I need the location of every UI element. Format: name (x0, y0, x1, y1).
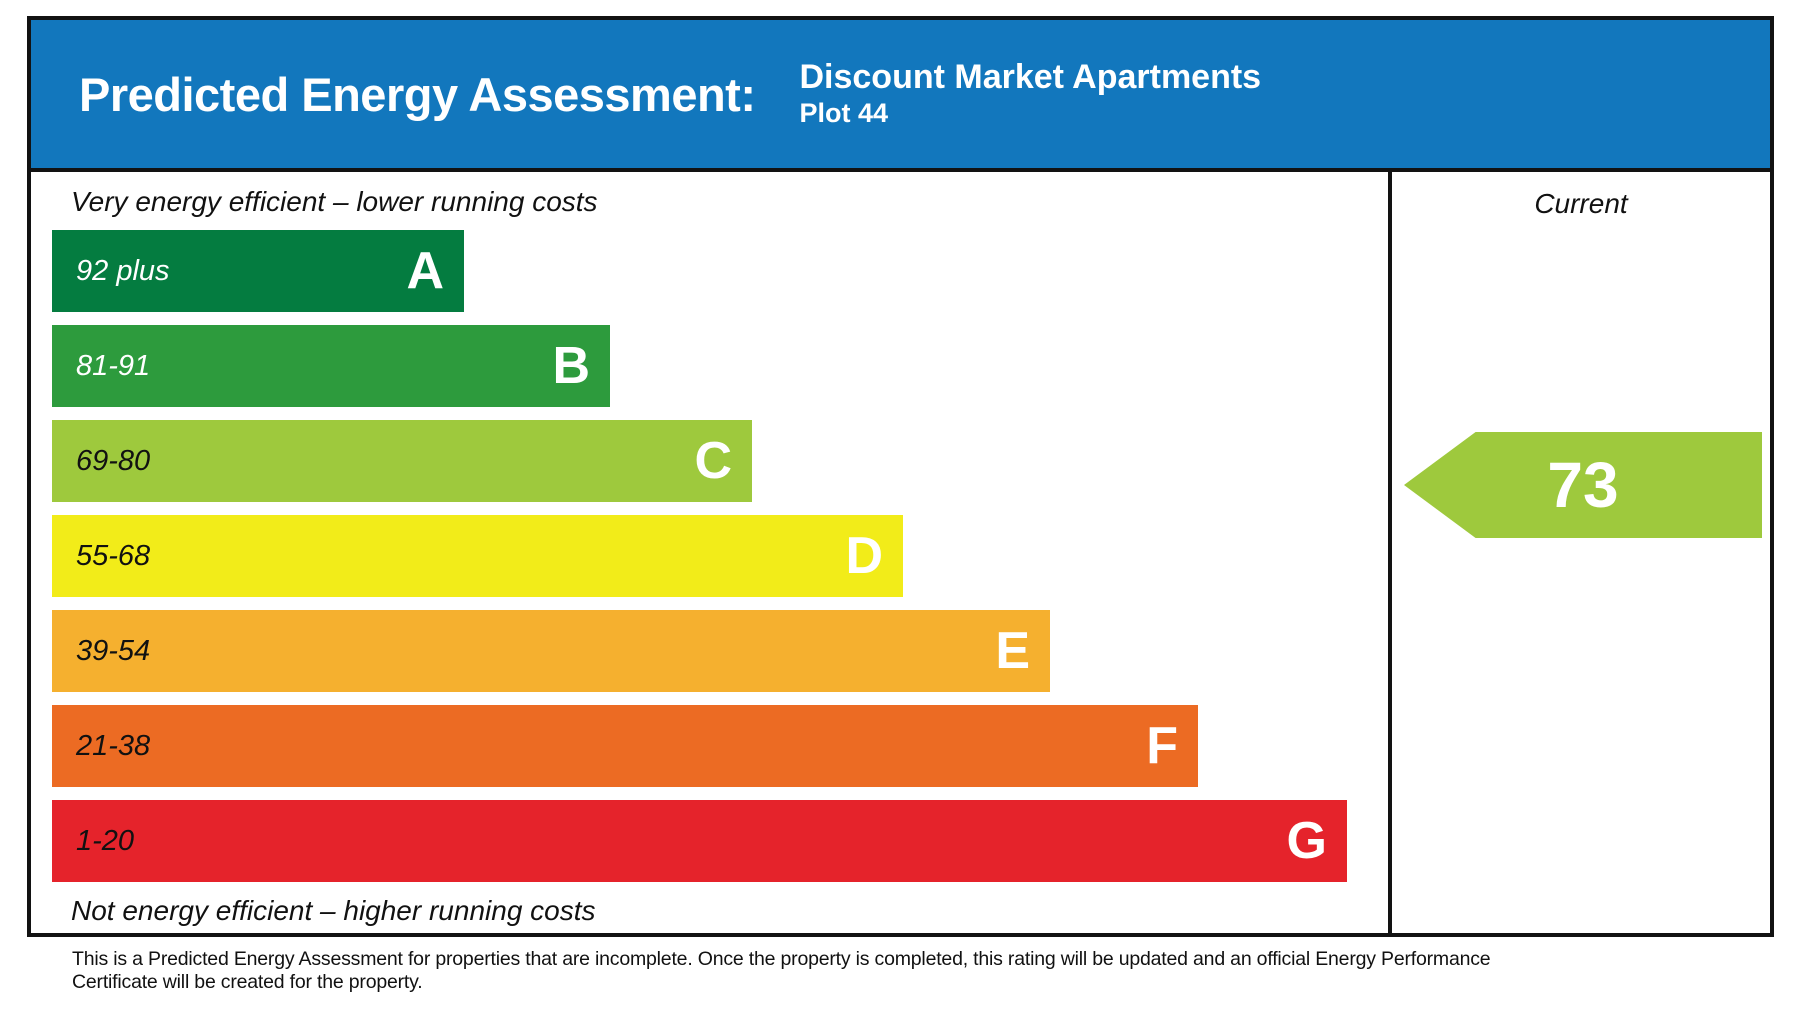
band-range-label: 69-80 (76, 444, 151, 477)
epc-certificate: Predicted Energy Assessment: Discount Ma… (27, 16, 1774, 937)
band-row-g: 1-20 G (52, 800, 1347, 883)
band-row-f: 21-38 F (52, 705, 1198, 788)
band-range-label: 39-54 (76, 634, 151, 667)
band-letter: A (406, 242, 444, 301)
certificate-header: Predicted Energy Assessment: Discount Ma… (31, 20, 1770, 172)
footer-note-line-2: Certificate will be created for the prop… (72, 971, 423, 994)
page-title: Predicted Energy Assessment: (79, 67, 756, 121)
band-row-e: 39-54 E (52, 610, 1050, 693)
band-letter: G (1286, 812, 1327, 871)
current-column-header: Current (1534, 188, 1628, 219)
energy-bands: 92 plus A 81-91 B 69-80 C 55-68 D (52, 230, 1388, 883)
band-range-label: 21-38 (76, 729, 151, 762)
band-letter: C (694, 432, 732, 491)
band-range-label: 1-20 (76, 824, 135, 857)
property-block: Discount Market Apartments Plot 44 (799, 57, 1262, 129)
footer-note-line-1: This is a Predicted Energy Assessment fo… (72, 948, 1491, 970)
band-row-d: 55-68 D (52, 515, 903, 598)
band-row-b: 81-91 B (52, 325, 610, 408)
current-rating-arrow: 73 (1404, 432, 1762, 538)
band-range-label: 55-68 (76, 539, 151, 572)
property-plot: Plot 44 (799, 98, 889, 129)
band-letter: F (1146, 717, 1178, 776)
footer-note: This is a Predicted Energy Assessment fo… (72, 948, 1552, 995)
current-rating-value: 73 (1547, 449, 1619, 521)
band-letter: E (995, 622, 1030, 681)
energy-scale-pane: Very energy efficient – lower running co… (31, 172, 1388, 933)
band-range-label: 81-91 (76, 349, 151, 382)
band-range-label: 92 plus (76, 254, 170, 287)
current-rating-pane: Current 73 (1388, 172, 1770, 933)
certificate-body: Very energy efficient – lower running co… (31, 172, 1770, 933)
bottom-axis-label: Not energy efficient – higher running co… (71, 895, 596, 927)
band-letter: D (845, 527, 883, 586)
band-row-a: 92 plus A (52, 230, 464, 313)
band-letter: B (552, 337, 590, 396)
top-axis-label: Very energy efficient – lower running co… (71, 186, 598, 217)
band-row-c: 69-80 C (52, 420, 752, 503)
property-name: Discount Market Apartments (799, 57, 1262, 96)
